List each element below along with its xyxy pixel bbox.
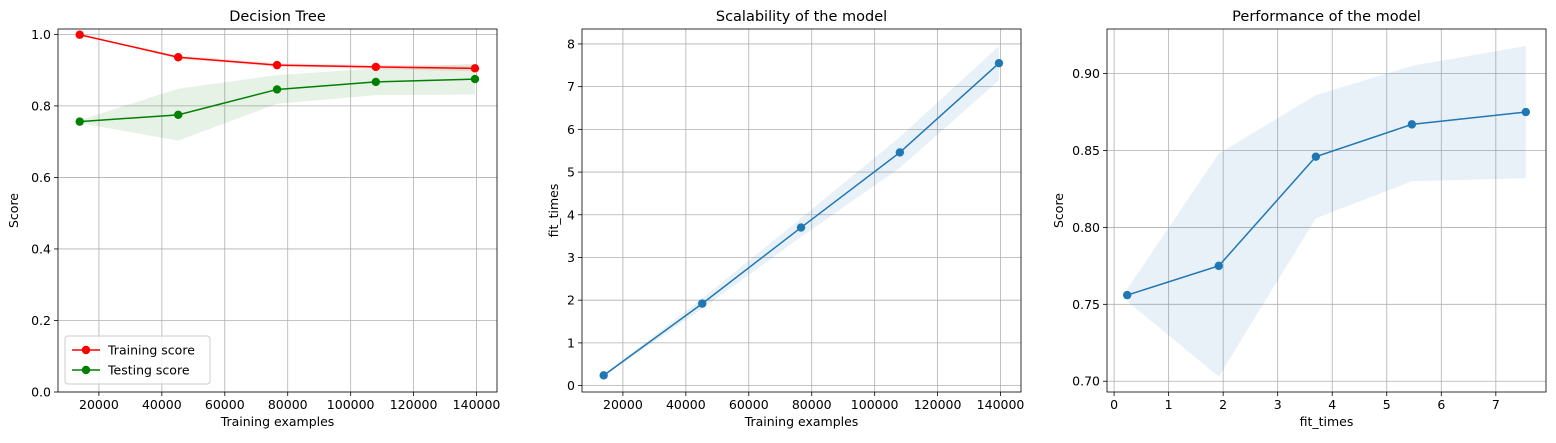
x-tick-label: 2 xyxy=(1219,397,1227,412)
x-tick-label: 40000 xyxy=(142,397,182,412)
y-tick-label: 0.2 xyxy=(31,313,51,328)
y-tick-label: 0.75 xyxy=(1072,297,1100,312)
data-point xyxy=(895,148,905,157)
data-point xyxy=(371,62,381,72)
x-tick-label: 1 xyxy=(1165,397,1173,412)
x-tick-label: 6 xyxy=(1437,397,1445,412)
chart-title: Performance of the model xyxy=(1232,9,1421,25)
data-point xyxy=(599,371,608,380)
legend-swatch-marker xyxy=(81,365,91,375)
y-tick-label: 0.90 xyxy=(1072,66,1100,81)
data-point xyxy=(371,77,381,87)
data-point xyxy=(698,299,707,308)
y-tick-label: 5 xyxy=(567,165,575,180)
chart-panel-2: 20000 40000 60000 80000 100000 120000 140000 0 1… xyxy=(546,9,1024,429)
x-tick-label: 5 xyxy=(1383,397,1391,412)
y-tick-label: 7 xyxy=(567,79,575,94)
y-tick-label: 0.6 xyxy=(31,170,51,185)
data-point xyxy=(75,117,84,126)
plot-area xyxy=(1107,29,1546,392)
y-tick-label: 0.8 xyxy=(31,98,51,113)
x-axis-label: Training examples xyxy=(744,414,859,429)
confidence-band-1 xyxy=(1127,45,1526,377)
x-axis-label: fit_times xyxy=(1300,414,1354,429)
y-tick-label: 4 xyxy=(567,207,575,222)
x-tick-label: 40000 xyxy=(666,397,706,412)
x-tick-label: 100000 xyxy=(327,397,375,412)
data-point xyxy=(272,85,282,94)
x-tick-label: 4 xyxy=(1328,397,1336,412)
y-tick-label: 8 xyxy=(567,36,575,51)
data-point xyxy=(1521,107,1531,117)
legend-entry-label: Training score xyxy=(107,343,195,358)
data-point xyxy=(470,74,480,84)
y-tick-label: 0.80 xyxy=(1072,220,1100,235)
data-point xyxy=(272,60,282,70)
data-point xyxy=(1214,261,1223,271)
x-tick-label: 60000 xyxy=(205,397,245,412)
y-tick-label: 6 xyxy=(567,122,575,137)
x-tick-label: 120000 xyxy=(914,397,962,412)
y-axis-label: Score xyxy=(6,193,21,228)
y-tick-label: 0.0 xyxy=(31,385,51,400)
x-tick-label: 60000 xyxy=(729,397,769,412)
x-axis-label: Training examples xyxy=(220,414,335,429)
x-tick-label: 100000 xyxy=(851,397,899,412)
axes-frame xyxy=(1106,28,1547,393)
x-tick-label: 140000 xyxy=(453,397,501,412)
legend-swatch-marker xyxy=(81,345,91,355)
data-point xyxy=(470,64,480,73)
y-tick-label: 3 xyxy=(567,250,575,265)
x-tick-label: 7 xyxy=(1492,397,1500,412)
x-tick-label: 20000 xyxy=(603,397,643,412)
y-axis-label: fit_times xyxy=(546,184,561,238)
axes-frame xyxy=(581,28,1022,393)
chart-title: Decision Tree xyxy=(229,9,326,25)
y-tick-label: 1 xyxy=(567,335,575,350)
y-tick-label: 1.0 xyxy=(31,27,51,42)
legend-box xyxy=(64,335,211,385)
y-tick-label: 0.4 xyxy=(31,241,51,256)
data-point xyxy=(174,53,183,62)
chart-title: Scalability of the model xyxy=(716,9,887,25)
data-point xyxy=(1407,120,1417,129)
x-tick-label: 80000 xyxy=(792,397,832,412)
x-tick-label: 140000 xyxy=(977,397,1025,412)
plot-area xyxy=(582,29,1021,392)
y-axis-label: Score xyxy=(1051,193,1066,228)
x-tick-label: 3 xyxy=(1274,397,1282,412)
data-point xyxy=(75,30,84,39)
x-tick-label: 80000 xyxy=(268,397,308,412)
chart-panel-1: 20000 40000 60000 80000 100000 120000 140000 0.… xyxy=(6,9,500,429)
data-point xyxy=(1122,290,1132,300)
y-tick-label: 0.70 xyxy=(1072,374,1100,389)
y-tick-label: 0 xyxy=(567,378,575,393)
data-point xyxy=(174,110,183,120)
x-tick-label: 120000 xyxy=(390,397,438,412)
y-tick-label: 2 xyxy=(567,293,575,308)
chart-panel-3: 0 1 2 3 4 5 6 7 0.70 0.75 0.80 0.85 0.90 Performance … xyxy=(1051,9,1547,429)
data-point xyxy=(796,223,806,232)
data-point xyxy=(994,58,1004,68)
axes-frame xyxy=(57,28,498,393)
legend-entry-label: Testing score xyxy=(107,363,190,378)
y-tick-label: 0.85 xyxy=(1072,143,1100,158)
x-tick-label: 20000 xyxy=(79,397,119,412)
x-tick-label: 0 xyxy=(1110,397,1118,412)
data-point xyxy=(1311,152,1321,161)
